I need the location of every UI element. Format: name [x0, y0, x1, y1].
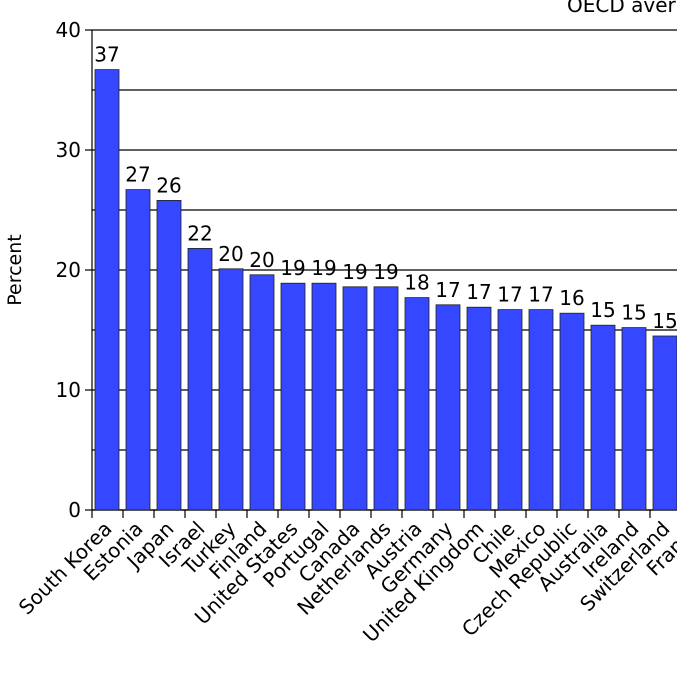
- value-label: 22: [187, 221, 212, 245]
- value-label: 17: [435, 278, 460, 302]
- value-label: 17: [528, 283, 553, 307]
- value-label: 19: [280, 256, 305, 280]
- value-label: 15: [590, 298, 615, 322]
- bar: [652, 335, 677, 511]
- value-label: 19: [342, 260, 367, 284]
- value-label: 19: [373, 260, 398, 284]
- value-label: 16: [559, 286, 584, 310]
- value-label: 37: [94, 43, 119, 67]
- bar: [156, 199, 182, 511]
- value-label: 17: [497, 283, 522, 307]
- bar: [94, 69, 120, 511]
- bar: [435, 304, 461, 511]
- bar: [404, 297, 430, 511]
- value-label: 18: [404, 271, 429, 295]
- y-tick-label: 0: [68, 498, 81, 522]
- value-label: 15: [621, 301, 646, 325]
- value-label: 19: [311, 256, 336, 280]
- bar: [187, 247, 213, 511]
- value-label: 20: [218, 242, 243, 266]
- bar: [218, 268, 244, 511]
- bar: [559, 312, 585, 511]
- y-tick-label: 20: [56, 258, 81, 282]
- y-axis-label: Percent: [4, 234, 26, 306]
- y-tick-label: 10: [56, 378, 81, 402]
- y-tick-label: 40: [56, 18, 81, 42]
- bar: [249, 274, 275, 511]
- bar: [466, 306, 492, 511]
- value-label: 26: [156, 173, 181, 197]
- chart-title: OECD average: [567, 0, 677, 17]
- bar: [497, 309, 523, 511]
- value-label: 15: [652, 309, 677, 333]
- bar: [528, 309, 554, 511]
- value-label: 17: [466, 280, 491, 304]
- bar: [373, 286, 399, 511]
- bar: [621, 327, 647, 511]
- value-label: 20: [249, 248, 274, 272]
- bar: [280, 282, 306, 511]
- bar: [311, 282, 337, 511]
- bar: [342, 286, 368, 511]
- bar: [590, 324, 616, 511]
- value-label: 27: [125, 163, 150, 187]
- bar: [125, 189, 151, 511]
- y-tick-label: 30: [56, 138, 81, 162]
